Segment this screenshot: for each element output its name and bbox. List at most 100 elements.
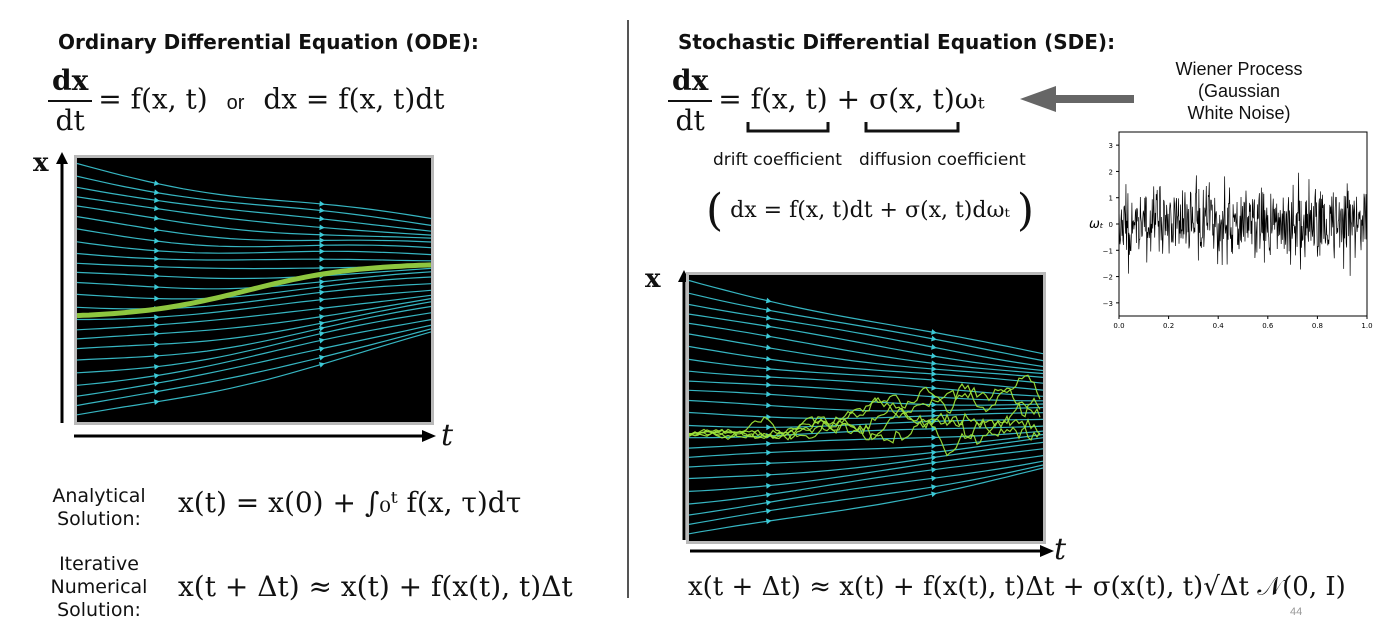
streamline-arrow <box>765 344 772 351</box>
analytical-label-line2: Solution: <box>57 508 141 530</box>
wiener-xtick-label: 0.4 <box>1213 322 1225 330</box>
streamline-arrow <box>153 373 160 379</box>
sde-t-axis-arrowhead <box>1040 545 1054 557</box>
streamline-arrow <box>931 491 937 498</box>
streamline-arrow <box>766 355 772 362</box>
wiener-xtick-label: 0.0 <box>1113 322 1124 330</box>
streamline-arrow <box>766 373 772 380</box>
streamline-arrow <box>154 353 160 360</box>
streamline-arrow <box>154 273 160 279</box>
streamline-arrow <box>931 377 937 383</box>
streamline-arrow <box>319 320 325 327</box>
streamline <box>688 370 1044 397</box>
streamline-arrow <box>931 370 937 377</box>
streamline-arrow <box>318 362 325 368</box>
streamline-arrow <box>931 393 937 400</box>
streamline-arrow <box>153 226 160 233</box>
sde-lhs-denominator: dt <box>675 104 705 137</box>
streamline-arrow <box>154 284 160 290</box>
wiener-ytick-label: 1 <box>1109 195 1113 203</box>
ode-or-text: or <box>226 91 245 114</box>
streamline-arrow <box>766 440 772 447</box>
streamline-arrow <box>766 365 772 372</box>
streamline-arrow <box>319 284 325 290</box>
wiener-label: Wiener Process (Gaussian White Noise) <box>1150 58 1328 124</box>
wiener-arrow-shaft <box>1052 95 1134 103</box>
sde-underbraces <box>746 122 960 133</box>
sde-equation: dx dt = f(x, t) + σ(x, t)ωₜ <box>668 64 985 138</box>
streamline <box>76 298 432 340</box>
streamline-arrow <box>765 518 772 525</box>
sde-update-equation: x(t + Δt) ≈ x(t) + f(x(t), t)Δt + σ(x(t)… <box>688 572 1346 602</box>
wiener-label-line2: (Gaussian <box>1197 81 1281 101</box>
diffusion-coefficient-label: diffusion coefficient <box>859 150 1026 170</box>
streamline-arrow <box>319 346 325 352</box>
streamline <box>76 294 432 331</box>
wiener-noise-svg: ωₜ 3 2 1 0 −1 −2 −3 0.0 0.2 0.4 0.6 0.8 1.0 <box>1089 131 1373 330</box>
streamline-arrow <box>766 460 772 467</box>
wiener-noise-trace <box>1118 172 1368 276</box>
streamline-arrow <box>766 402 772 409</box>
wiener-noise-plot: ωₜ 3 2 1 0 −1 −2 −3 0.0 0.2 0.4 0.6 0.8 1.0 <box>1085 128 1375 333</box>
streamline-arrow <box>319 325 325 332</box>
streamline-arrow <box>154 314 160 321</box>
ode-streamplot <box>74 155 434 425</box>
wiener-xtick-label: 0.8 <box>1312 322 1323 330</box>
streamline <box>688 464 1044 525</box>
wiener-ytick-label: −2 <box>1103 274 1113 282</box>
streamline-arrow <box>931 460 937 466</box>
drift-underbrace <box>746 122 830 133</box>
streamline-arrow <box>931 401 937 408</box>
wiener-ytick-label: −3 <box>1103 300 1113 308</box>
streamline <box>76 331 432 416</box>
wiener-ytick-label: 3 <box>1109 142 1113 150</box>
streamline <box>76 241 432 256</box>
iterative-equation: x(t + Δt) ≈ x(t) + f(x(t), t)Δt <box>178 570 573 603</box>
streamline <box>76 228 432 249</box>
streamline <box>688 303 1044 368</box>
sde-lhs-numerator: dx <box>668 64 713 102</box>
streamline-arrow <box>319 331 325 337</box>
streamline-arrow <box>154 322 160 328</box>
streamline-arrow <box>931 467 937 473</box>
streamline <box>76 162 432 220</box>
streamline-arrow <box>319 215 325 222</box>
wiener-xtick-label: 1.0 <box>1361 322 1372 330</box>
streamline-arrow <box>931 360 937 367</box>
streamline <box>688 345 1044 384</box>
streamline <box>76 267 432 280</box>
streamline <box>76 252 432 262</box>
streamline <box>688 467 1044 535</box>
iterative-label-line3: Solution: <box>57 599 141 621</box>
wiener-ylabel: ωₜ <box>1089 217 1104 232</box>
streamline-arrow <box>153 380 160 387</box>
streamline-arrow <box>931 384 937 391</box>
streamline-arrow <box>319 256 325 263</box>
streamline-arrow <box>931 352 937 359</box>
streamline <box>76 283 432 310</box>
streamline-arrow <box>766 472 772 478</box>
ode-streamplot-svg <box>76 162 432 416</box>
sde-alt-form: ( dx = f(x, t)dt + σ(x, t)dωₜ ) <box>706 185 1034 236</box>
wiener-arrow-head <box>1020 86 1056 112</box>
streamline-arrow <box>765 297 772 304</box>
streamline <box>76 216 432 243</box>
streamline <box>76 196 432 236</box>
streamline-arrow <box>154 263 160 270</box>
streamline-arrow <box>765 333 772 339</box>
streamline-arrow <box>765 314 772 321</box>
streamline-arrow <box>153 180 160 186</box>
wiener-xtick-label: 0.6 <box>1262 322 1274 330</box>
streamline <box>76 205 432 239</box>
sde-sample-path <box>688 382 1041 435</box>
streamline-arrow <box>319 237 325 244</box>
streamline <box>76 301 432 350</box>
streamline <box>76 175 432 226</box>
wiener-label-line1: Wiener Process <box>1175 59 1303 79</box>
streamline-arrow <box>153 205 160 212</box>
streamline-arrow <box>319 207 325 214</box>
wiener-xtick-label: 0.2 <box>1163 322 1174 330</box>
streamline-arrow <box>319 279 325 285</box>
iterative-label-line2: Numerical <box>50 576 148 598</box>
iterative-label: Iterative Numerical Solution: <box>40 553 158 622</box>
